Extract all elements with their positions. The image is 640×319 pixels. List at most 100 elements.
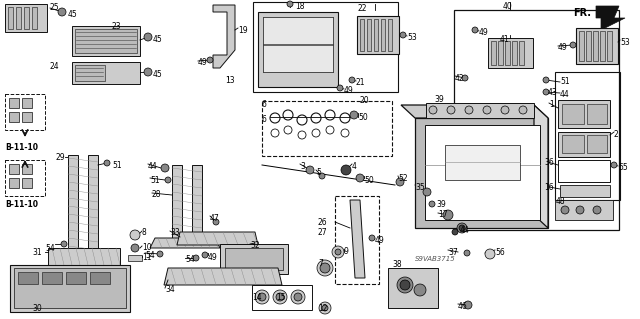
- Bar: [555, 72, 620, 200]
- Polygon shape: [213, 5, 235, 68]
- Bar: [22, 164, 32, 174]
- Bar: [14, 268, 126, 308]
- Text: 54: 54: [145, 251, 155, 260]
- Text: 47: 47: [210, 214, 220, 223]
- Text: 19: 19: [238, 26, 248, 35]
- Bar: [9, 98, 19, 108]
- Text: 46: 46: [458, 302, 468, 311]
- Polygon shape: [164, 268, 282, 285]
- Text: 45: 45: [153, 70, 163, 79]
- Polygon shape: [68, 155, 78, 250]
- Circle shape: [350, 111, 358, 119]
- Bar: [367, 19, 371, 51]
- Text: 49: 49: [198, 58, 208, 67]
- Circle shape: [465, 106, 473, 114]
- Bar: [445, 145, 520, 180]
- Bar: [586, 31, 591, 61]
- Bar: [388, 19, 392, 51]
- Circle shape: [452, 229, 458, 235]
- Text: 30: 30: [32, 304, 42, 313]
- Circle shape: [144, 68, 152, 76]
- Circle shape: [519, 106, 527, 114]
- Circle shape: [423, 188, 431, 196]
- Bar: [381, 19, 385, 51]
- Bar: [8, 7, 13, 29]
- Bar: [22, 178, 32, 188]
- Text: B-11-10: B-11-10: [5, 200, 38, 209]
- Bar: [562, 104, 584, 124]
- Bar: [579, 31, 584, 61]
- Circle shape: [414, 284, 426, 296]
- Bar: [600, 31, 605, 61]
- Text: 39: 39: [436, 200, 445, 209]
- Bar: [263, 45, 333, 72]
- Circle shape: [611, 162, 617, 168]
- Text: 4: 4: [352, 162, 357, 171]
- Bar: [22, 112, 32, 122]
- Bar: [72, 26, 140, 56]
- Circle shape: [483, 106, 491, 114]
- Circle shape: [400, 280, 410, 290]
- Text: 50: 50: [358, 113, 368, 122]
- Text: 42: 42: [455, 74, 465, 83]
- Bar: [388, 268, 438, 308]
- Text: 54: 54: [45, 244, 55, 253]
- Bar: [607, 31, 612, 61]
- Text: 11: 11: [142, 253, 152, 262]
- Text: 17: 17: [438, 210, 447, 219]
- Circle shape: [207, 57, 213, 63]
- Bar: [16, 7, 21, 29]
- Text: 31: 31: [32, 248, 42, 257]
- Bar: [9, 164, 19, 174]
- Polygon shape: [596, 6, 625, 30]
- Circle shape: [349, 77, 355, 83]
- Text: 51: 51: [560, 77, 570, 86]
- Text: 44: 44: [560, 90, 570, 99]
- Text: 28: 28: [152, 190, 161, 199]
- Text: B-11-10: B-11-10: [5, 143, 38, 152]
- Bar: [42, 272, 62, 284]
- Text: 41: 41: [500, 35, 509, 44]
- Bar: [5, 160, 45, 196]
- Polygon shape: [172, 165, 182, 240]
- Polygon shape: [415, 118, 548, 228]
- Bar: [519, 41, 524, 65]
- Circle shape: [472, 27, 478, 33]
- Text: 7: 7: [318, 259, 323, 268]
- Text: FR.: FR.: [573, 8, 591, 18]
- Text: 23: 23: [112, 22, 122, 31]
- Text: 49: 49: [558, 43, 568, 52]
- Text: 13: 13: [225, 76, 235, 85]
- Bar: [491, 41, 496, 65]
- Text: 6: 6: [262, 100, 267, 109]
- Text: 10: 10: [142, 243, 152, 252]
- Circle shape: [543, 77, 549, 83]
- Text: 1: 1: [549, 100, 554, 109]
- Bar: [263, 17, 333, 72]
- Bar: [66, 272, 86, 284]
- Bar: [488, 38, 533, 68]
- Polygon shape: [534, 105, 548, 228]
- Bar: [558, 100, 610, 128]
- Text: 51: 51: [112, 161, 122, 170]
- Circle shape: [319, 302, 331, 314]
- Circle shape: [429, 106, 437, 114]
- Circle shape: [459, 225, 465, 231]
- Circle shape: [104, 160, 110, 166]
- Text: 53: 53: [620, 38, 630, 47]
- Text: 43: 43: [548, 88, 557, 97]
- Bar: [562, 135, 584, 153]
- Circle shape: [258, 293, 266, 301]
- Circle shape: [320, 263, 330, 273]
- Text: 36: 36: [544, 158, 554, 167]
- Circle shape: [464, 250, 470, 256]
- Text: 48: 48: [556, 197, 566, 206]
- Circle shape: [202, 252, 208, 258]
- Circle shape: [335, 249, 341, 255]
- Polygon shape: [10, 265, 130, 312]
- Text: 53: 53: [407, 33, 417, 42]
- Bar: [22, 98, 32, 108]
- Circle shape: [61, 241, 67, 247]
- Text: 2: 2: [614, 130, 619, 139]
- Circle shape: [462, 75, 468, 81]
